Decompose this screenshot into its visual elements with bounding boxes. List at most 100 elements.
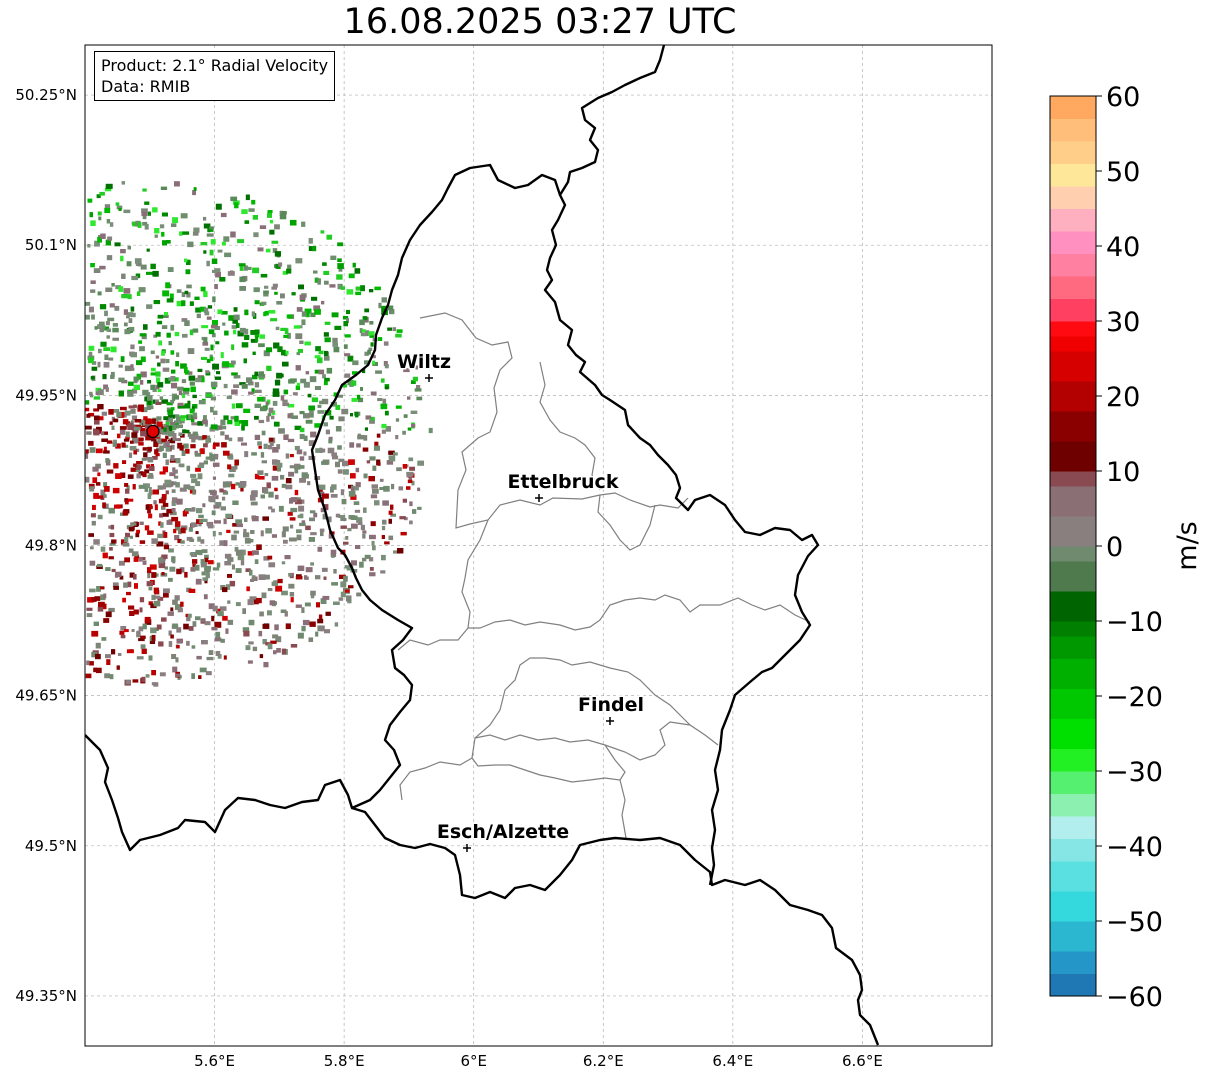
radar-echo-pixel: [183, 484, 191, 490]
radar-echo-pixel: [85, 476, 90, 483]
radar-echo-pixel: [165, 441, 170, 447]
product-label: Product: 2.1° Radial Velocity: [101, 56, 329, 75]
radar-echo-pixel: [273, 650, 277, 655]
radar-echo-pixel: [169, 425, 176, 431]
radar-echo-pixel: [162, 290, 170, 297]
city-markers: Wiltz Ettelbruck Findel Esch/Alzette: [395, 350, 646, 852]
radar-echo-pixel: [183, 387, 190, 392]
radar-echo-pixel: [118, 208, 122, 211]
radar-echo-pixel: [187, 432, 191, 438]
radar-echo-pixel: [383, 361, 388, 366]
radar-echo-pixel: [296, 382, 300, 387]
radar-echo-pixel: [274, 379, 281, 386]
radar-echo-pixel: [257, 441, 262, 446]
radar-echo-pixel: [322, 262, 327, 266]
radar-echo-pixel: [267, 643, 273, 650]
radar-echo-pixel: [352, 371, 358, 375]
radar-echo-pixel: [388, 510, 393, 515]
radar-echo-pixel: [147, 399, 151, 405]
radar-echo-pixel: [305, 525, 311, 531]
radar-echo-pixel: [157, 382, 164, 388]
radar-echo-pixel: [220, 431, 225, 436]
radar-echo-pixel: [304, 341, 311, 346]
radar-echo-pixel: [110, 524, 115, 530]
radar-echo-pixel: [139, 333, 147, 337]
radar-echo-pixel: [122, 597, 126, 603]
radar-echo-pixel: [170, 607, 174, 612]
radar-echo-pixel: [205, 456, 213, 460]
radar-echo-pixel: [348, 491, 356, 497]
radar-echo-pixel: [222, 496, 226, 501]
radar-echo-pixel: [175, 482, 180, 488]
radar-echo-pixel: [266, 347, 273, 353]
radar-echo-pixel: [128, 318, 133, 323]
radar-echo-pixel: [407, 479, 413, 484]
radar-echo-pixel: [175, 521, 181, 527]
latitude-ticks: 50.25°N50.1°N49.95°N49.8°N49.65°N49.5°N4…: [15, 86, 77, 1005]
radar-echo-pixel: [323, 270, 330, 275]
radar-echo-pixel: [141, 648, 147, 654]
radar-echo-pixel: [268, 491, 274, 498]
radar-echo-pixel: [309, 376, 317, 383]
radar-echo-pixel: [299, 456, 305, 461]
radar-echo-pixel: [317, 404, 322, 408]
radar-echo-pixel: [143, 452, 148, 458]
radar-echo-pixel: [100, 594, 106, 601]
radar-echo-pixel: [216, 562, 221, 568]
radar-echo-pixel: [203, 291, 208, 298]
radar-echo-pixel: [105, 458, 110, 463]
radar-echo-pixel: [141, 211, 148, 217]
radar-echo-pixel: [380, 378, 385, 383]
radar-echo-pixel: [163, 427, 167, 432]
radar-echo-pixel: [128, 527, 134, 532]
radar-echo-pixel: [301, 319, 306, 326]
radar-echo-pixel: [267, 588, 273, 592]
radar-echo-pixel: [325, 429, 330, 435]
city-marker-findel: [606, 717, 614, 725]
radar-echo-pixel: [133, 557, 139, 562]
radar-echo-pixel: [101, 637, 107, 641]
radar-echo-pixel: [197, 368, 203, 372]
radar-echo-pixel: [223, 236, 230, 242]
radar-echo-pixel: [142, 447, 150, 451]
radar-echo-pixel: [105, 183, 113, 189]
radar-echo-pixel: [130, 312, 136, 318]
radar-echo-pixel: [290, 497, 298, 503]
radar-echo-pixel: [172, 436, 177, 441]
colorbar-tick-label: 20: [1106, 382, 1140, 413]
radar-echo-pixel: [254, 434, 261, 440]
city-wiltz: Wiltz: [395, 350, 453, 382]
radar-echo-pixel: [124, 365, 132, 372]
radar-echo-pixel: [181, 318, 188, 322]
radar-echo-pixel: [229, 580, 236, 587]
radar-echo-pixel: [414, 388, 422, 392]
radar-echo-pixel: [100, 341, 107, 347]
radar-echo-pixel: [250, 338, 258, 343]
radar-echo-pixel: [265, 401, 269, 406]
radar-echo-pixel: [211, 333, 216, 338]
radar-echo-pixel: [389, 309, 395, 315]
radar-echo-pixel: [364, 308, 370, 313]
radar-echo-pixel: [85, 449, 89, 454]
radar-echo-pixel: [170, 422, 175, 426]
radar-echo-pixel: [371, 484, 378, 489]
radar-echo-pixel: [304, 602, 311, 607]
radar-echo-pixel: [245, 194, 250, 201]
radar-echo-pixel: [214, 284, 218, 290]
radar-echo-pixel: [146, 581, 153, 587]
radar-echo-pixel: [315, 575, 321, 580]
colorbar-band: [1050, 163, 1096, 187]
radar-echo-pixel: [137, 263, 142, 267]
radar-echo-pixel: [133, 384, 140, 391]
radar-echo-pixel: [271, 581, 278, 587]
radar-echo-pixel: [244, 328, 249, 335]
radar-echo-pixel: [329, 284, 336, 288]
info-box: Product: 2.1° Radial Velocity Data: RMIB: [94, 51, 336, 101]
radar-echo-pixel: [215, 651, 221, 656]
radar-echo-pixel: [259, 225, 267, 229]
radar-echo-pixel: [295, 258, 303, 264]
radar-echo-pixel: [93, 539, 100, 545]
radar-echo-pixel: [354, 268, 361, 274]
radar-echo-pixel: [124, 322, 128, 327]
radar-echo-pixel: [186, 259, 191, 265]
